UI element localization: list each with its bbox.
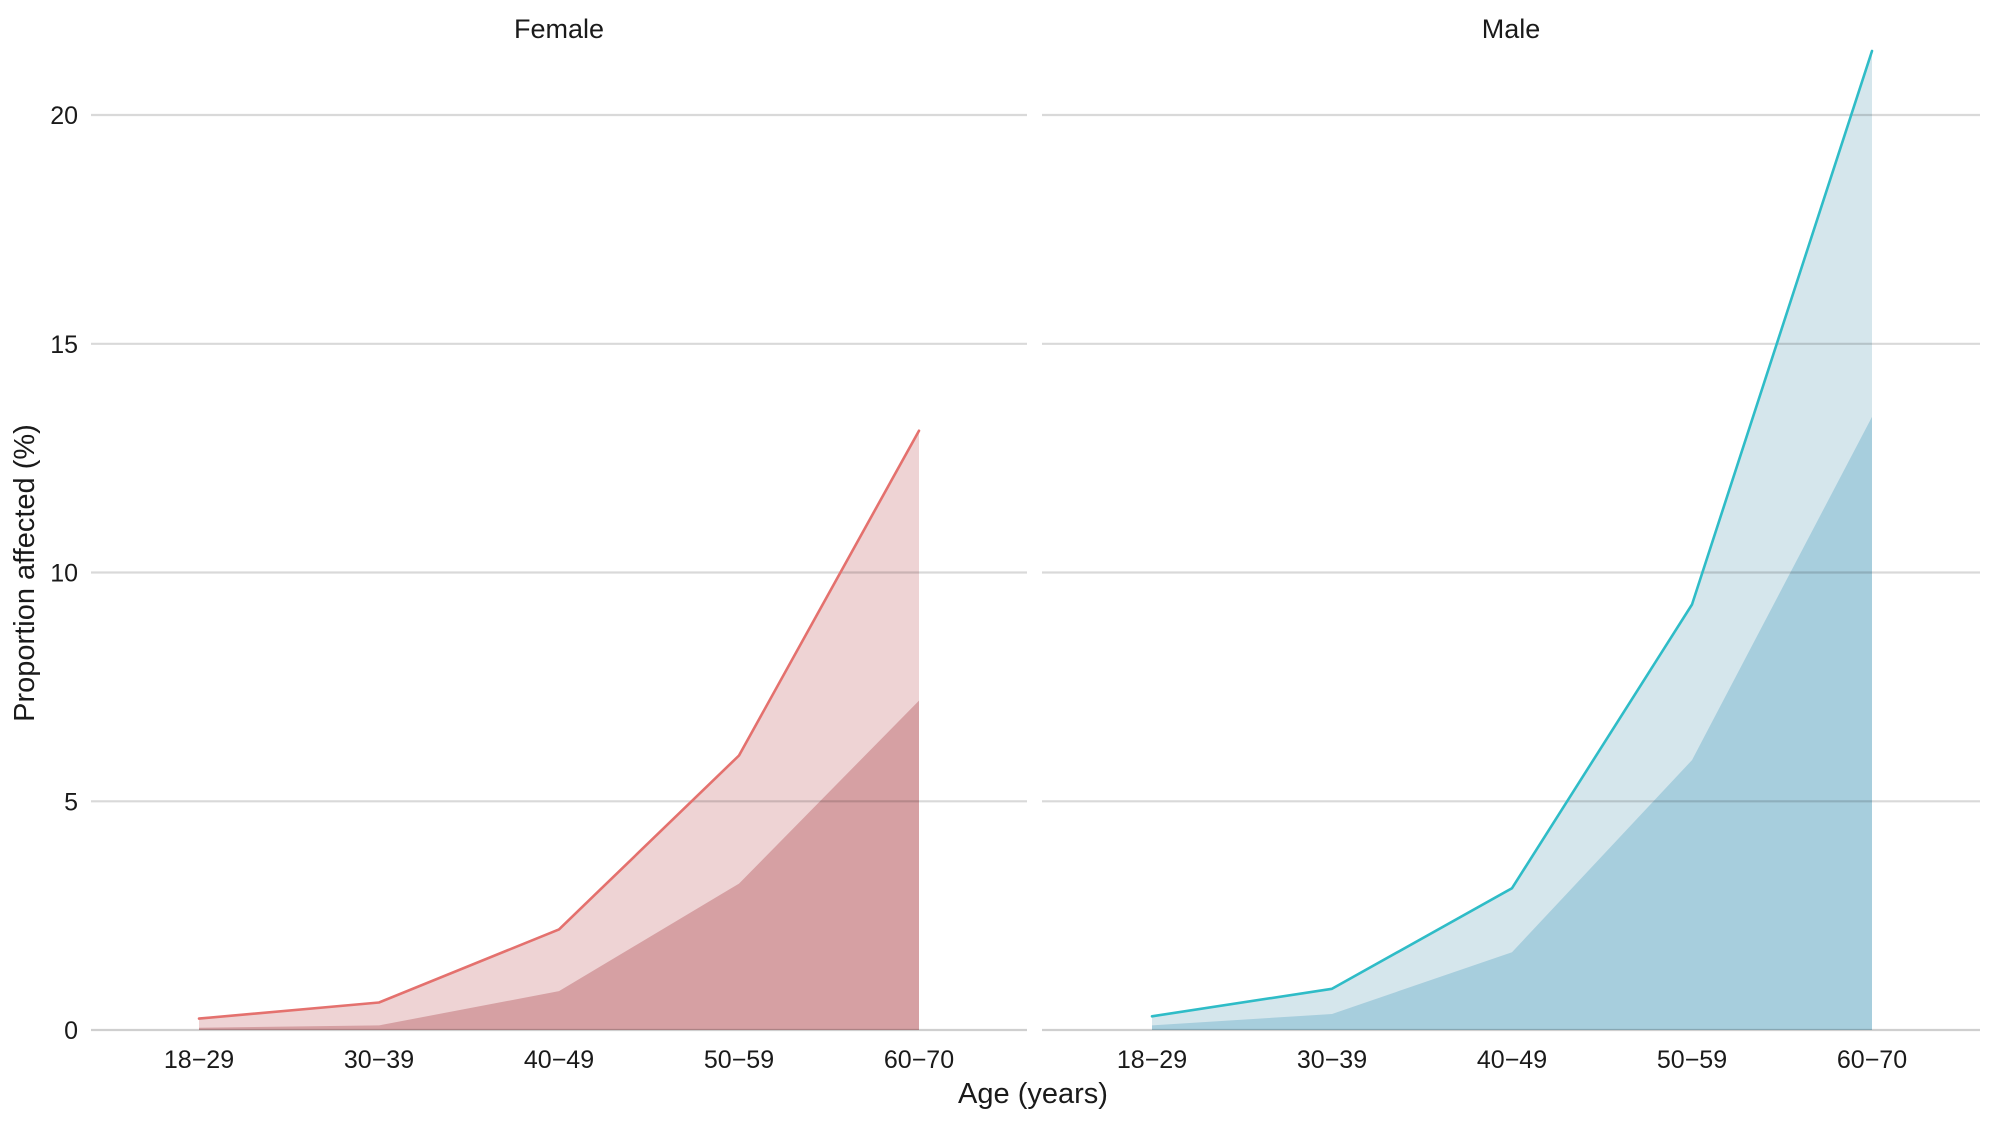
- trend-line-female: [197, 429, 921, 1020]
- y-tick-label: 5: [64, 788, 78, 816]
- x-tick-label-female: 40−49: [524, 1046, 594, 1074]
- x-tick-label-male: 60−70: [1837, 1046, 1907, 1074]
- x-tick-label-male: 30−39: [1297, 1046, 1367, 1074]
- x-tick-label-male: 50−59: [1657, 1046, 1727, 1074]
- facet-title-male: Male: [1482, 14, 1541, 44]
- x-tick-label-male: 18−29: [1117, 1046, 1187, 1074]
- y-tick-label: 10: [50, 560, 78, 588]
- x-axis-title: Age (years): [958, 1078, 1108, 1110]
- y-tick-label: 15: [50, 331, 78, 359]
- trend-line-male: [1150, 49, 1874, 1018]
- x-tick-label-female: 60−70: [884, 1046, 954, 1074]
- area-outer-female: [199, 430, 919, 1030]
- facet-title-female: Female: [514, 14, 604, 44]
- area-inner-male: [1152, 416, 1872, 1030]
- y-tick-label: 20: [50, 102, 78, 130]
- area-inner-female: [199, 700, 919, 1030]
- x-tick-label-female: 18−29: [164, 1046, 234, 1074]
- x-tick-label-female: 50−59: [704, 1046, 774, 1074]
- y-tick-label: 0: [64, 1017, 78, 1045]
- x-tick-label-female: 30−39: [344, 1046, 414, 1074]
- y-axis-title: Proportion affected (%): [9, 424, 41, 722]
- x-tick-label-male: 40−49: [1477, 1046, 1547, 1074]
